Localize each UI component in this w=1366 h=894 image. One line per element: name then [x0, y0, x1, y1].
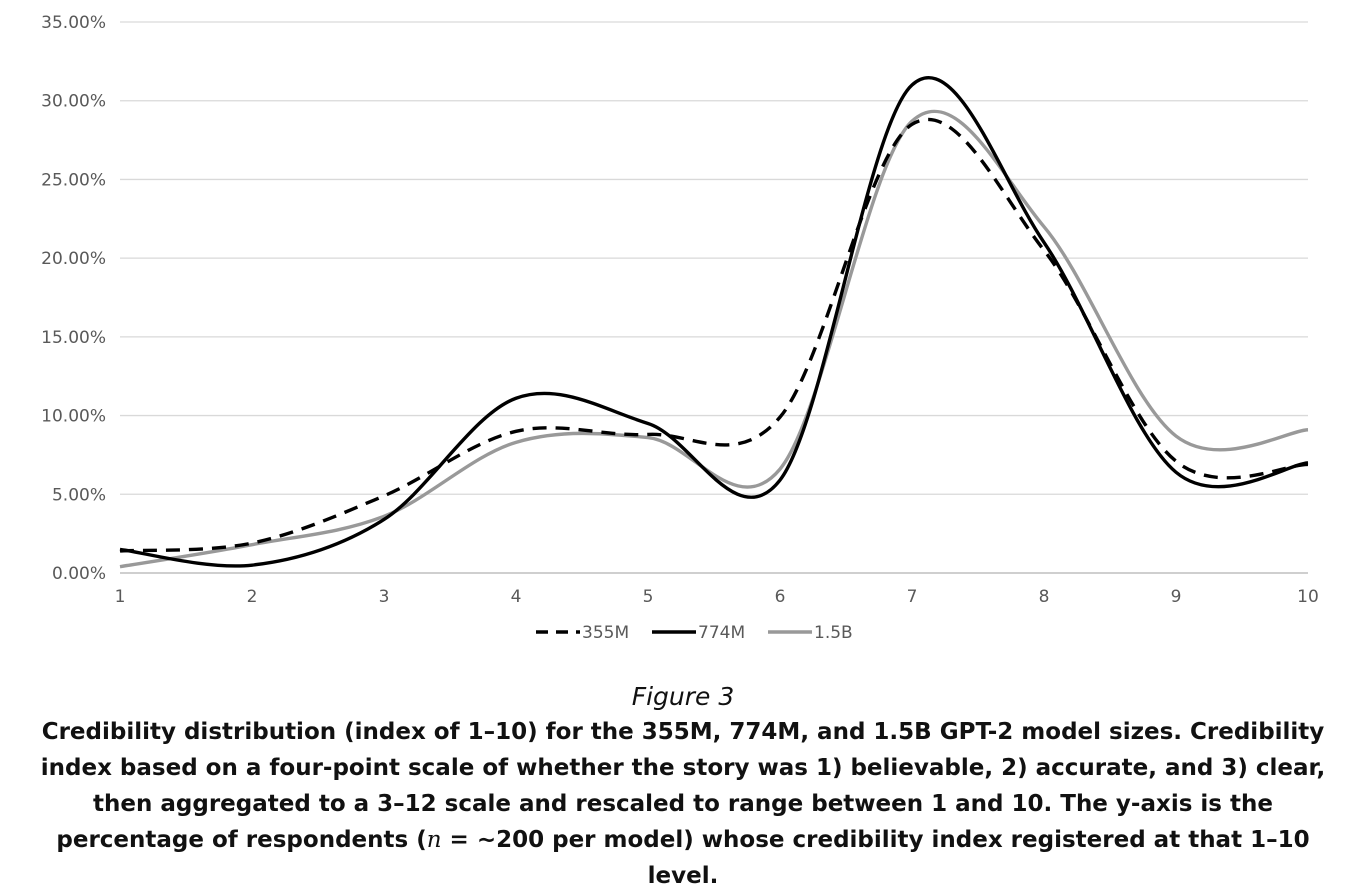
caption-text-tail: = ~200 per model) whose credibility inde…: [441, 827, 1310, 889]
caption-text: Credibility distribution (index of 1–10)…: [20, 714, 1346, 894]
figure-label: Figure 3: [631, 682, 735, 711]
x-tick-label: 3: [379, 587, 390, 607]
series-lines: [119, 76, 1309, 569]
y-tick-label: 5.00%: [52, 485, 106, 505]
series-line-355M: [119, 117, 1309, 553]
series-line-1.5B: [119, 109, 1309, 569]
y-tick-label: 0.00%: [52, 564, 106, 584]
x-tick-label: 1: [115, 587, 126, 607]
y-tick-label: 15.00%: [41, 328, 106, 348]
x-tick-label: 9: [1171, 587, 1182, 607]
legend-label-1.5B: 1.5B: [814, 623, 853, 643]
y-tick-label: 35.00%: [41, 13, 106, 33]
y-axis-ticks: 0.00% 5.00% 10.00% 15.00% 20.00% 25.00% 30.00%…: [41, 13, 106, 584]
line-chart: 0.00% 5.00% 10.00% 15.00% 20.00% 25.00% 30.00%…: [41, 13, 1319, 643]
x-tick-label: 7: [907, 587, 918, 607]
y-tick-label: 25.00%: [41, 170, 106, 190]
figure-caption: Figure 3 Credibility distribution (index…: [20, 680, 1346, 894]
legend: 355M 774M 1.5B: [536, 623, 853, 643]
gridlines: [120, 21, 1308, 495]
x-tick-label: 5: [643, 587, 654, 607]
x-tick-label: 6: [775, 587, 786, 607]
x-axis-ticks: 1 2 3 4 5 6 7 8 9 10: [115, 587, 1319, 607]
caption-n-symbol: n: [426, 827, 442, 853]
y-tick-label: 10.00%: [41, 407, 106, 427]
x-tick-label: 10: [1297, 587, 1319, 607]
legend-label-774M: 774M: [698, 623, 745, 643]
x-tick-label: 2: [247, 587, 258, 607]
y-tick-label: 20.00%: [41, 249, 106, 269]
x-tick-label: 8: [1039, 587, 1050, 607]
series-line-774M: [119, 76, 1309, 568]
y-tick-label: 30.00%: [41, 92, 106, 112]
x-tick-label: 4: [511, 587, 522, 607]
legend-label-355M: 355M: [582, 623, 629, 643]
caption-text-main: Credibility distribution (index of 1–10)…: [40, 719, 1326, 853]
chart: 0.00% 5.00% 10.00% 15.00% 20.00% 25.00% 30.00%…: [41, 13, 1319, 643]
